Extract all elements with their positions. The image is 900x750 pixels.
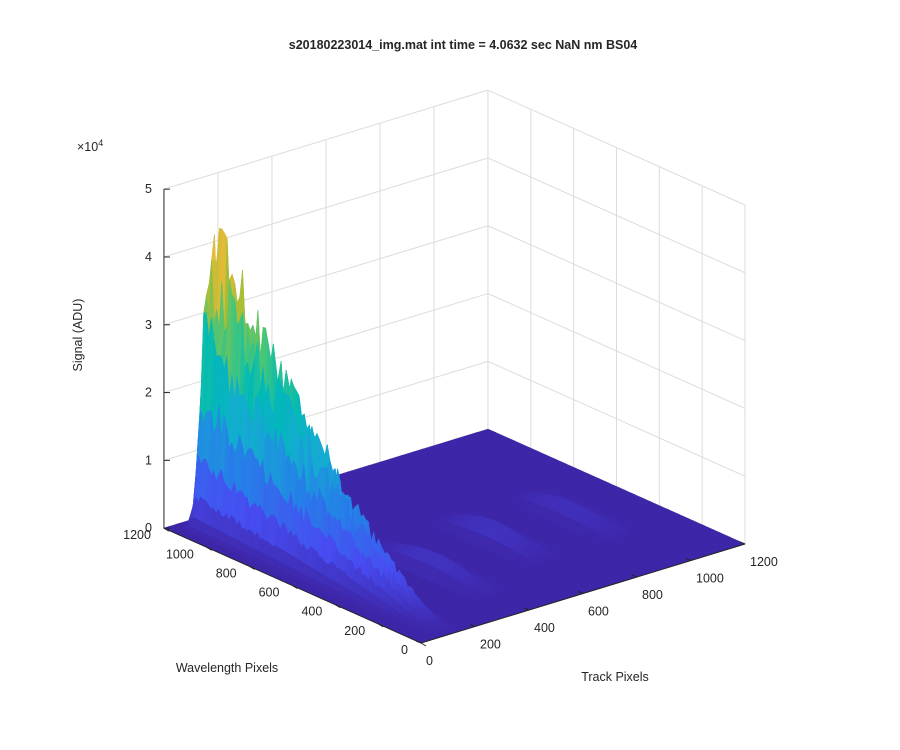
chart-title: s20180223014_img.mat int time = 4.0632 s… [289, 38, 638, 52]
grid-line [163, 89, 489, 190]
grid-line [487, 225, 746, 342]
surface-plot [163, 228, 746, 644]
grid-line [487, 89, 746, 206]
grid-line [487, 360, 746, 477]
grid-line [487, 293, 746, 409]
grid-line [163, 157, 489, 258]
grid-line [487, 157, 746, 274]
